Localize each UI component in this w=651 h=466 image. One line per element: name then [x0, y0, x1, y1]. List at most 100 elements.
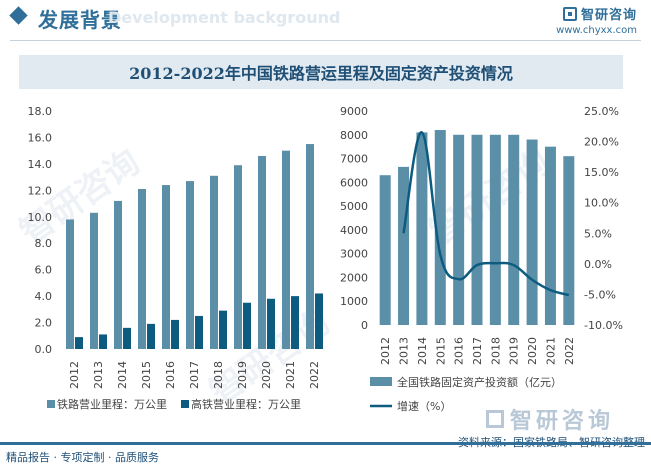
y-right-tick-label: -10.0% [584, 319, 623, 332]
x-tick-label: 2022 [563, 337, 576, 365]
bar-fixed-investment [453, 134, 465, 325]
y-tick-label: 10.0 [28, 211, 53, 224]
brand: 智研咨询 www.chyxx.com [556, 4, 637, 36]
page-header: 发展背景 Development background 智研咨询 www.chy… [0, 0, 651, 40]
bar-highspeed-mileage [267, 298, 275, 349]
bar-railway-mileage [186, 181, 194, 349]
x-tick-label: 2018 [489, 337, 502, 365]
header-divider [10, 40, 641, 41]
y-tick-label: 2.0 [35, 317, 53, 330]
y-left-tick-label: 1000 [340, 295, 368, 308]
x-tick-label: 2022 [308, 361, 321, 389]
y-right-tick-label: 15.0% [584, 166, 619, 179]
x-tick-label: 2014 [116, 361, 129, 389]
x-tick-label: 2016 [164, 361, 177, 389]
brand-logo-icon [562, 6, 577, 21]
bar-fixed-investment [508, 134, 520, 325]
y-right-tick-label: 0.0% [584, 258, 612, 271]
bar-fixed-investment [471, 134, 483, 325]
y-left-tick-label: 8000 [340, 129, 368, 142]
bar-highspeed-mileage [291, 296, 299, 349]
x-tick-label: 2015 [434, 337, 447, 365]
brand-url: www.chyxx.com [556, 25, 637, 36]
bar-fixed-investment [563, 156, 575, 325]
bar-railway-mileage [258, 155, 266, 349]
y-tick-label: 8.0 [35, 237, 53, 250]
chart-title-box: 2012-2022年中国铁路营运里程及固定资产投资情况 [19, 55, 623, 89]
legend-swatch-investment [370, 377, 392, 386]
section-watermark: Development background [108, 8, 341, 27]
source-logo: 智研咨询 [486, 403, 614, 435]
y-left-tick-label: 2000 [340, 271, 368, 284]
y-right-tick-label: 25.0% [584, 105, 619, 118]
y-right-tick-label: -5.0% [584, 288, 616, 301]
y-tick-label: 16.0 [28, 131, 53, 144]
chart-title: 2012-2022年中国铁路营运里程及固定资产投资情况 [129, 64, 513, 83]
y-left-tick-label: 6000 [340, 176, 368, 189]
bar-fixed-investment [434, 130, 446, 325]
bar-fixed-investment [416, 132, 428, 325]
bar-highspeed-mileage [123, 327, 131, 349]
y-tick-label: 18.0 [28, 105, 53, 118]
footer-slogan: 精品报告 · 专项定制 · 品质服务 [6, 451, 159, 464]
x-tick-label: 2019 [508, 337, 521, 365]
x-tick-label: 2020 [260, 361, 273, 389]
bar-railway-mileage [162, 185, 170, 349]
legend-label-investment: 全国铁路固定资产投资额（亿元） [397, 375, 562, 389]
bar-highspeed-mileage [219, 310, 227, 349]
x-tick-label: 2013 [92, 361, 105, 389]
bar-fixed-investment [489, 134, 501, 325]
bar-railway-mileage [234, 165, 242, 349]
bar-railway-mileage [306, 144, 314, 349]
logo-square-icon [486, 410, 504, 428]
x-tick-label: 2018 [212, 361, 225, 389]
y-left-tick-label: 4000 [340, 224, 368, 237]
y-tick-label: 0.0 [35, 343, 53, 356]
y-tick-label: 12.0 [28, 184, 53, 197]
section-title: 发展背景 [38, 8, 122, 32]
y-left-tick-label: 9000 [340, 105, 368, 118]
x-tick-label: 2019 [236, 361, 249, 389]
bar-highspeed-mileage [147, 323, 155, 349]
y-left-tick-label: 7000 [340, 153, 368, 166]
x-tick-label: 2016 [453, 337, 466, 365]
bar-railway-mileage [138, 189, 146, 349]
bar-fixed-investment [544, 146, 556, 325]
bar-highspeed-mileage [315, 293, 323, 349]
y-right-tick-label: 20.0% [584, 136, 619, 149]
bar-fixed-investment [526, 139, 538, 325]
y-tick-label: 14.0 [28, 158, 53, 171]
source-logo-text: 智研咨询 [510, 409, 615, 434]
footer-divider [0, 442, 651, 445]
bar-railway-mileage [66, 219, 74, 349]
bar-highspeed-mileage [171, 319, 179, 349]
line-growth-rate [402, 131, 570, 297]
brand-name: 智研咨询 [580, 8, 637, 23]
y-left-tick-label: 5000 [340, 200, 368, 213]
bar-railway-mileage [90, 212, 98, 349]
legend-swatch-highspeed [181, 400, 189, 408]
x-tick-label: 2013 [398, 337, 411, 365]
legend-label-growth: 增速（%） [397, 399, 451, 413]
x-tick-label: 2012 [68, 361, 81, 389]
legend-swatch-railway [47, 400, 55, 408]
mileage-chart: 0.0 2.0 4.0 6.0 8.0 10.0 12.0 14.0 16.0 18.0 2012 2… [28, 105, 323, 411]
y-left-tick-label: 3000 [340, 248, 368, 261]
bar-fixed-investment [379, 175, 391, 325]
y-tick-label: 6.0 [35, 264, 53, 277]
x-tick-label: 2021 [284, 361, 297, 389]
y-right-tick-label: 10.0% [584, 197, 619, 210]
x-tick-label: 2015 [140, 361, 153, 389]
bar-highspeed-mileage [75, 337, 83, 349]
y-right-tick-label: 5.0% [584, 227, 612, 240]
x-tick-label: 2017 [188, 361, 201, 389]
bar-fixed-investment [398, 166, 410, 325]
bar-railway-mileage [210, 175, 218, 349]
y-tick-label: 4.0 [35, 290, 53, 303]
x-tick-label: 2017 [471, 337, 484, 365]
x-tick-label: 2021 [544, 337, 557, 365]
bar-railway-mileage [114, 200, 122, 349]
x-tick-label: 2020 [526, 337, 539, 365]
legend-label-highspeed: 高铁营业里程：万公里 [191, 397, 301, 411]
